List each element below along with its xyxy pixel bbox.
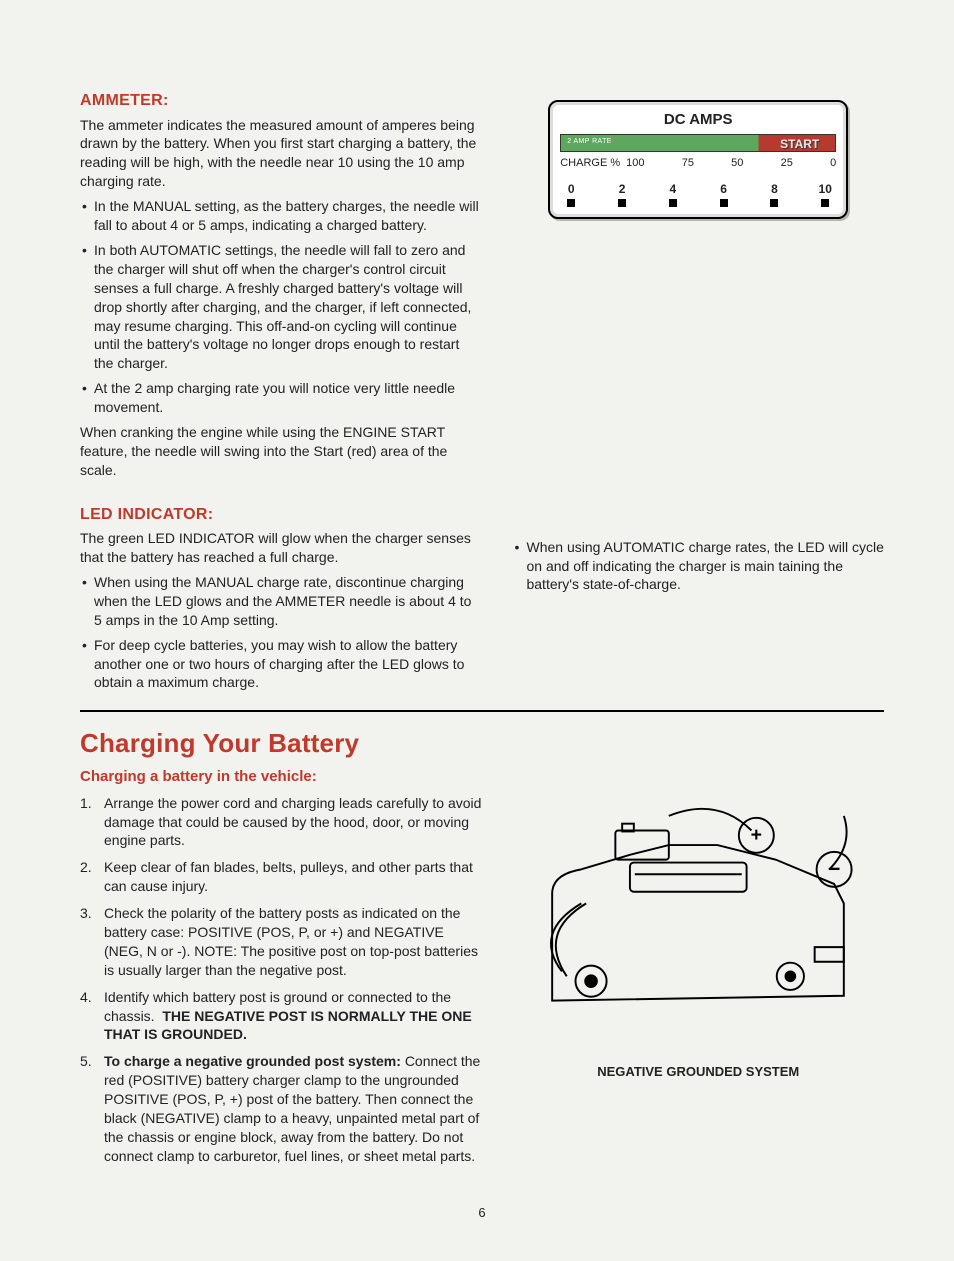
ammeter-intro: The ammeter indicates the measured amoun… bbox=[80, 116, 482, 192]
gauge-amp-scale: 0 2 4 6 8 10 bbox=[560, 181, 836, 207]
step4-bold: THE NEGATIVE POST IS NORMALLY THE ONE TH… bbox=[104, 1008, 472, 1043]
ammeter-bullet: In the MANUAL setting, as the battery ch… bbox=[80, 197, 482, 235]
charging-step: Identify which battery post is ground or… bbox=[80, 988, 482, 1045]
square-icon bbox=[567, 199, 575, 207]
ammeter-bullet: In both AUTOMATIC settings, the needle w… bbox=[80, 241, 482, 373]
gauge-charge-scale: CHARGE % 100 75 50 25 0 bbox=[560, 156, 836, 171]
gauge-tick: 75 bbox=[682, 156, 694, 171]
dc-amps-gauge: DC AMPS 2 AMP RATE START CHARGE % 100 75… bbox=[548, 100, 848, 219]
engine-svg: + − bbox=[523, 777, 873, 1049]
gauge-amp-tick: 6 bbox=[717, 181, 731, 207]
gauge-amp-tick: 8 bbox=[767, 181, 781, 207]
gauge-amp-tick: 0 bbox=[564, 181, 578, 207]
step5-body: Connect the red (POSITIVE) battery charg… bbox=[104, 1053, 480, 1163]
square-icon bbox=[770, 199, 778, 207]
plus-icon: + bbox=[751, 825, 762, 847]
gauge-bar: 2 AMP RATE START bbox=[560, 134, 836, 152]
ammeter-bullet: At the 2 amp charging rate you will noti… bbox=[80, 379, 482, 417]
ammeter-gauge-col: DC AMPS 2 AMP RATE START CHARGE % 100 75… bbox=[512, 90, 884, 486]
gauge-tick: 50 bbox=[731, 156, 743, 171]
ammeter-outro: When cranking the engine while using the… bbox=[80, 423, 482, 480]
ammeter-text-col: AMMETER: The ammeter indicates the measu… bbox=[80, 90, 482, 486]
charging-step: To charge a negative grounded post syste… bbox=[80, 1052, 482, 1165]
ammeter-bullets: In the MANUAL setting, as the battery ch… bbox=[80, 197, 482, 417]
charging-illus-col: + − NEGATIVE GROUNDED SYSTEM bbox=[512, 767, 884, 1173]
charging-step: Check the polarity of the battery posts … bbox=[80, 904, 482, 980]
charging-step: Arrange the power cord and charging lead… bbox=[80, 794, 482, 851]
gauge-amp-tick: 10 bbox=[818, 181, 832, 207]
charging-main-title: Charging Your Battery bbox=[80, 726, 884, 761]
minus-icon: − bbox=[828, 858, 840, 882]
led-bullet: When using AUTOMATIC charge rates, the L… bbox=[512, 538, 884, 595]
section-divider bbox=[80, 710, 884, 712]
charging-step: Keep clear of fan blades, belts, pulleys… bbox=[80, 858, 482, 896]
square-icon bbox=[821, 199, 829, 207]
ammeter-row: AMMETER: The ammeter indicates the measu… bbox=[80, 90, 884, 486]
gauge-tick: 25 bbox=[781, 156, 793, 171]
led-intro: The green LED INDICATOR will glow when t… bbox=[80, 529, 482, 567]
charging-steps: Arrange the power cord and charging lead… bbox=[80, 794, 482, 1166]
led-bullet: When using the MANUAL charge rate, disco… bbox=[80, 573, 482, 630]
gauge-title: DC AMPS bbox=[560, 110, 836, 130]
gauge-start-label: START bbox=[780, 136, 819, 152]
gauge-charge-scale-ticks: 100 75 50 25 0 bbox=[626, 156, 836, 171]
engine-illustration: + − NEGATIVE GROUNDED SYSTEM bbox=[512, 777, 884, 1080]
gauge-wrap: DC AMPS 2 AMP RATE START CHARGE % 100 75… bbox=[512, 100, 884, 219]
led-row: LED INDICATOR: The green LED INDICATOR w… bbox=[80, 504, 884, 699]
square-icon bbox=[669, 199, 677, 207]
charging-sub-title: Charging a battery in the vehicle: bbox=[80, 767, 482, 787]
page-number: 6 bbox=[80, 1204, 884, 1222]
led-right-col: When using AUTOMATIC charge rates, the L… bbox=[512, 504, 884, 699]
gauge-tick: 0 bbox=[830, 156, 836, 171]
led-bullets-right: When using AUTOMATIC charge rates, the L… bbox=[512, 538, 884, 595]
gauge-amp-rate-label: 2 AMP RATE bbox=[567, 137, 612, 146]
led-heading: LED INDICATOR: bbox=[80, 504, 482, 526]
ammeter-heading: AMMETER: bbox=[80, 90, 482, 112]
led-bullets-left: When using the MANUAL charge rate, disco… bbox=[80, 573, 482, 692]
gauge-amp-tick: 4 bbox=[666, 181, 680, 207]
gauge-amp-tick: 2 bbox=[615, 181, 629, 207]
charging-row: Charging a battery in the vehicle: Arran… bbox=[80, 767, 884, 1173]
led-left-col: LED INDICATOR: The green LED INDICATOR w… bbox=[80, 504, 482, 699]
square-icon bbox=[618, 199, 626, 207]
square-icon bbox=[720, 199, 728, 207]
illustration-caption: NEGATIVE GROUNDED SYSTEM bbox=[512, 1063, 884, 1081]
gauge-charge-scale-label: CHARGE % bbox=[560, 156, 620, 171]
gauge-tick: 100 bbox=[626, 156, 644, 171]
step5-lead: To charge a negative grounded post syste… bbox=[104, 1053, 401, 1069]
charging-text-col: Charging a battery in the vehicle: Arran… bbox=[80, 767, 482, 1173]
led-bullet: For deep cycle batteries, you may wish t… bbox=[80, 636, 482, 693]
